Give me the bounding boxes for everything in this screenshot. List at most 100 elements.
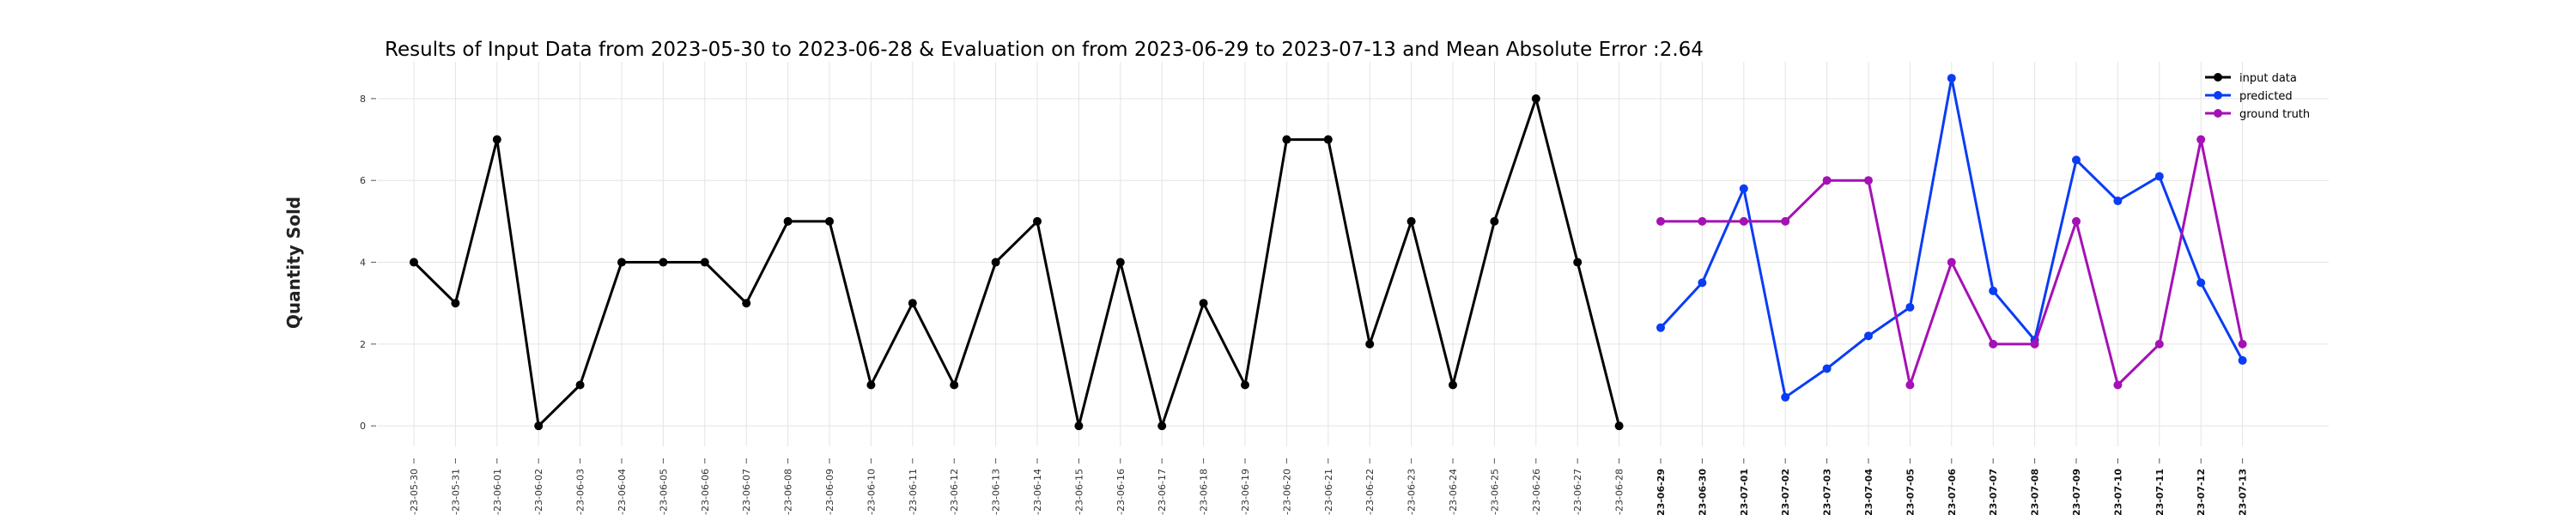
- x-tick-label: -23-06-15: [1073, 469, 1084, 515]
- y-tick-label: 0: [360, 421, 366, 432]
- legend-marker-ground-truth: [2214, 109, 2222, 118]
- x-tick-label: 023-07-04: [1863, 469, 1874, 515]
- data-point-input-data: [1115, 258, 1125, 267]
- y-tick-label: 2: [360, 339, 366, 350]
- chart-title: Results of Input Data from 2023-05-30 to…: [385, 39, 1704, 61]
- data-point-predicted: [1739, 184, 1748, 193]
- data-point-input-data: [742, 299, 751, 308]
- data-point-input-data: [1157, 421, 1167, 431]
- x-tick-label: -23-06-22: [1364, 469, 1376, 515]
- legend: input data predicted ground truth: [2205, 72, 2310, 121]
- x-tick-label: -23-06-14: [1032, 469, 1043, 515]
- x-tick-label: -23-06-16: [1115, 469, 1127, 515]
- x-tick-label: 023-07-12: [2196, 469, 2207, 515]
- x-tick-label: -23-06-09: [824, 469, 835, 515]
- data-point-input-data: [1365, 339, 1375, 348]
- legend-label-input-data: input data: [2239, 72, 2297, 85]
- data-point-input-data: [575, 380, 585, 390]
- x-tick-label: 023-07-08: [2030, 469, 2041, 515]
- data-point-predicted: [2072, 155, 2081, 165]
- data-point-input-data: [617, 258, 626, 267]
- x-tick-label: -23-06-08: [783, 469, 794, 515]
- data-point-predicted: [1781, 392, 1790, 402]
- data-point-input-data: [1406, 216, 1416, 226]
- data-point-input-data: [1199, 299, 1208, 308]
- data-point-input-data: [950, 380, 959, 390]
- data-point-predicted: [1656, 323, 1665, 332]
- y-tick-label: 6: [360, 175, 366, 186]
- x-tick-label: -23-06-04: [617, 469, 628, 515]
- data-point-predicted: [1864, 331, 1873, 341]
- data-point-input-data: [492, 135, 501, 144]
- data-point-input-data: [410, 258, 418, 267]
- data-point-input-data: [825, 216, 834, 226]
- data-point-predicted: [1989, 286, 1998, 295]
- data-point-input-data: [1282, 135, 1291, 144]
- data-point-input-data: [451, 299, 460, 308]
- x-tick-label: -23-06-28: [1614, 469, 1625, 515]
- data-point-input-data: [783, 216, 793, 226]
- x-tick-label: 023-06-29: [1656, 469, 1667, 515]
- data-point-predicted: [2113, 197, 2123, 206]
- data-point-input-data: [1614, 421, 1624, 431]
- x-tick-label: -23-06-27: [1572, 469, 1583, 515]
- series-line-input-data: [412, 97, 1621, 427]
- x-tick-label: 023-06-30: [1697, 469, 1708, 515]
- y-tick-label: 8: [360, 94, 366, 105]
- data-point-ground-truth: [2238, 339, 2247, 348]
- x-tick-label: -23-06-07: [741, 469, 752, 515]
- data-point-input-data: [1074, 421, 1084, 431]
- data-point-ground-truth: [1822, 176, 1832, 185]
- legend-label-predicted: predicted: [2239, 90, 2293, 103]
- y-axis-label: Quantity Sold: [283, 197, 304, 329]
- x-tick-label: 023-07-06: [1947, 469, 1958, 515]
- data-point-input-data: [866, 380, 876, 390]
- y-ticks: 0 2 4 6 8: [360, 94, 376, 432]
- data-point-input-data: [1573, 258, 1583, 267]
- x-tick-label: 023-07-07: [1988, 469, 1999, 515]
- x-tick-label: -23-06-18: [1199, 469, 1210, 515]
- data-point-predicted: [1822, 364, 1832, 373]
- data-point-input-data: [1490, 216, 1499, 226]
- x-tick-label: -23-06-21: [1323, 469, 1334, 515]
- x-tick-label: 023-07-02: [1780, 469, 1791, 515]
- x-tick-label: -23-06-03: [575, 469, 586, 515]
- data-point-ground-truth: [1989, 339, 1998, 348]
- x-tick-label: 023-07-05: [1905, 469, 1916, 515]
- x-tick-label: 023-07-09: [2071, 469, 2082, 515]
- x-tick-label: -23-06-05: [658, 469, 669, 515]
- x-tick-label: 023-07-11: [2154, 469, 2166, 515]
- x-tick-label: -23-05-30: [409, 469, 420, 515]
- data-point-input-data: [908, 299, 917, 308]
- x-tick-label: -23-06-24: [1448, 469, 1459, 515]
- data-point-predicted: [1905, 302, 1915, 312]
- data-point-ground-truth: [1781, 216, 1790, 226]
- data-point-predicted: [2196, 278, 2206, 288]
- x-tick-label: -23-06-26: [1531, 469, 1542, 515]
- series-layer: [410, 74, 2247, 431]
- x-tick-label: 023-07-01: [1739, 469, 1750, 515]
- data-point-predicted: [1698, 278, 1707, 288]
- data-point-ground-truth: [2030, 339, 2039, 348]
- x-tick-label: -23-06-02: [533, 469, 544, 515]
- data-point-ground-truth: [1905, 380, 1915, 390]
- x-tick-label: -23-06-06: [700, 469, 711, 515]
- data-point-ground-truth: [1698, 216, 1707, 226]
- legend-label-ground-truth: ground truth: [2239, 108, 2310, 121]
- x-tick-label: -23-06-25: [1489, 469, 1500, 515]
- data-point-ground-truth: [1656, 216, 1665, 226]
- data-point-ground-truth: [1947, 258, 1956, 267]
- data-point-predicted: [1947, 74, 1956, 83]
- x-tick-label: -23-06-12: [949, 469, 960, 515]
- data-point-input-data: [1033, 216, 1042, 226]
- x-tick-label: -23-06-20: [1281, 469, 1292, 515]
- data-point-input-data: [659, 258, 668, 267]
- legend-marker-predicted: [2214, 91, 2222, 100]
- y-tick-label: 4: [360, 258, 366, 269]
- legend-marker-input-data: [2214, 73, 2222, 82]
- data-point-input-data: [1531, 94, 1540, 103]
- data-point-predicted: [2154, 172, 2164, 181]
- data-point-input-data: [700, 258, 709, 267]
- data-point-ground-truth: [2154, 339, 2164, 348]
